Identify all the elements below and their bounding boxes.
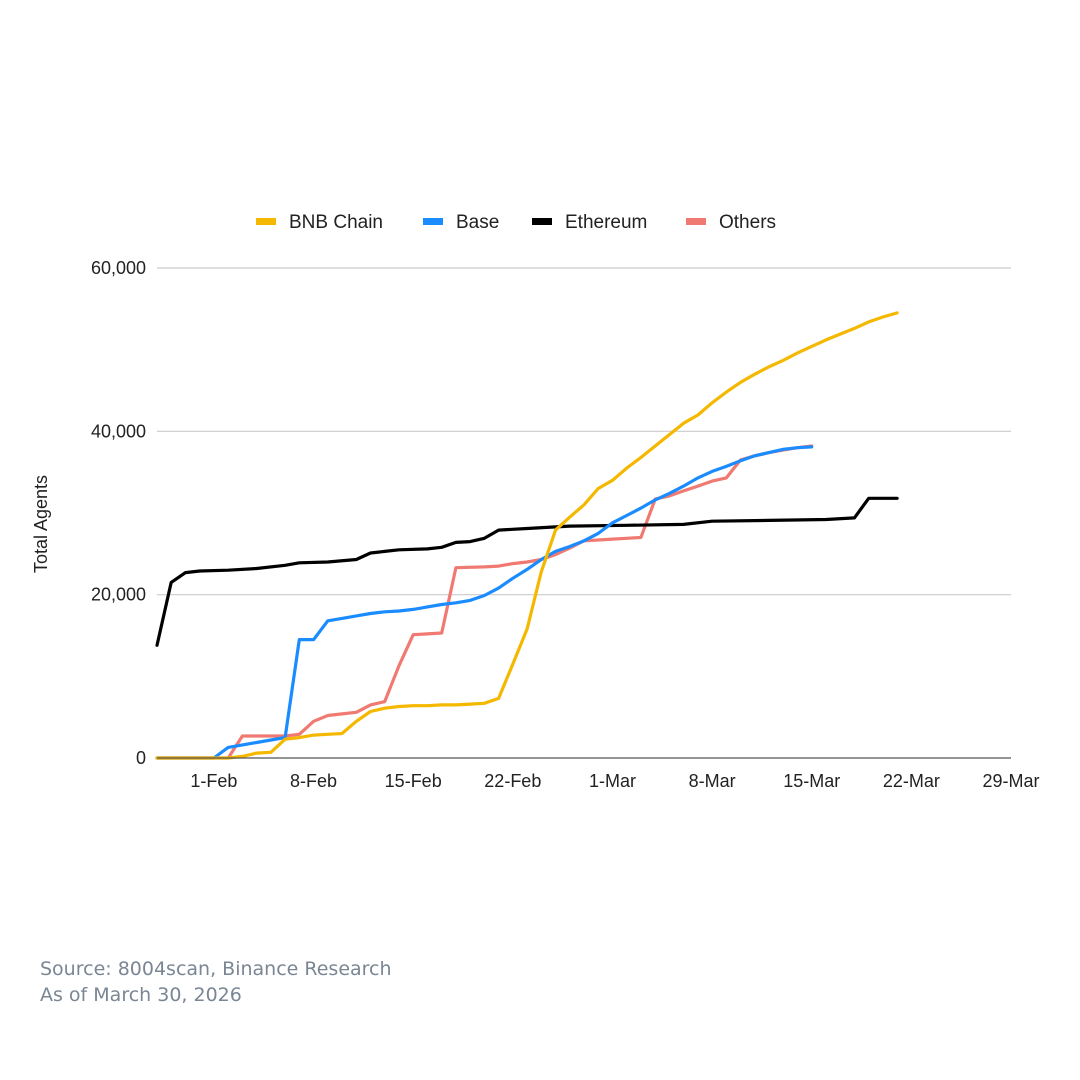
gridlines bbox=[157, 267, 1011, 596]
x-tick-label: 22-Feb bbox=[484, 771, 541, 791]
y-axis-title: Total Agents bbox=[31, 475, 51, 573]
series-line-ethereum bbox=[155, 496, 899, 647]
legend-label-bnb-chain: BNB Chain bbox=[289, 212, 383, 233]
x-axis-ticks: 1-Feb 8-Feb 15-Feb 22-Feb 1-Mar 8-Mar 15-Mar 22… bbox=[190, 771, 1039, 791]
y-tick-label: 60,000 bbox=[91, 258, 146, 278]
legend-swatch-base bbox=[423, 218, 443, 225]
chart-legend: BNB Chain Base Ethereum Others bbox=[256, 212, 776, 233]
legend-label-ethereum: Ethereum bbox=[565, 212, 647, 233]
legend-label-others: Others bbox=[719, 212, 776, 233]
chart-series bbox=[155, 311, 899, 760]
legend-swatch-ethereum bbox=[532, 218, 552, 225]
series-line-others bbox=[155, 444, 814, 760]
y-tick-label: 20,000 bbox=[91, 585, 146, 605]
x-tick-label: 8-Mar bbox=[689, 771, 736, 791]
x-tick-label: 29-Mar bbox=[982, 771, 1039, 791]
y-tick-label: 40,000 bbox=[91, 421, 146, 441]
x-tick-label: 15-Mar bbox=[783, 771, 840, 791]
x-tick-label: 1-Mar bbox=[589, 771, 636, 791]
as-of-note: As of March 30, 2026 bbox=[40, 984, 242, 1006]
x-tick-label: 8-Feb bbox=[290, 771, 337, 791]
series-line-bnb-chain bbox=[155, 311, 899, 760]
series-line-base bbox=[155, 445, 814, 760]
x-tick-label: 1-Feb bbox=[190, 771, 237, 791]
x-tick-label: 15-Feb bbox=[385, 771, 442, 791]
legend-swatch-bnb-chain bbox=[256, 218, 276, 225]
legend-label-base: Base bbox=[456, 212, 499, 233]
y-tick-label: 0 bbox=[136, 748, 146, 768]
source-note: Source: 8004scan, Binance Research bbox=[40, 958, 392, 980]
y-axis-ticks: 0 20,000 40,000 60,000 bbox=[91, 258, 146, 768]
x-tick-label: 22-Mar bbox=[883, 771, 940, 791]
legend-swatch-others bbox=[686, 218, 706, 225]
